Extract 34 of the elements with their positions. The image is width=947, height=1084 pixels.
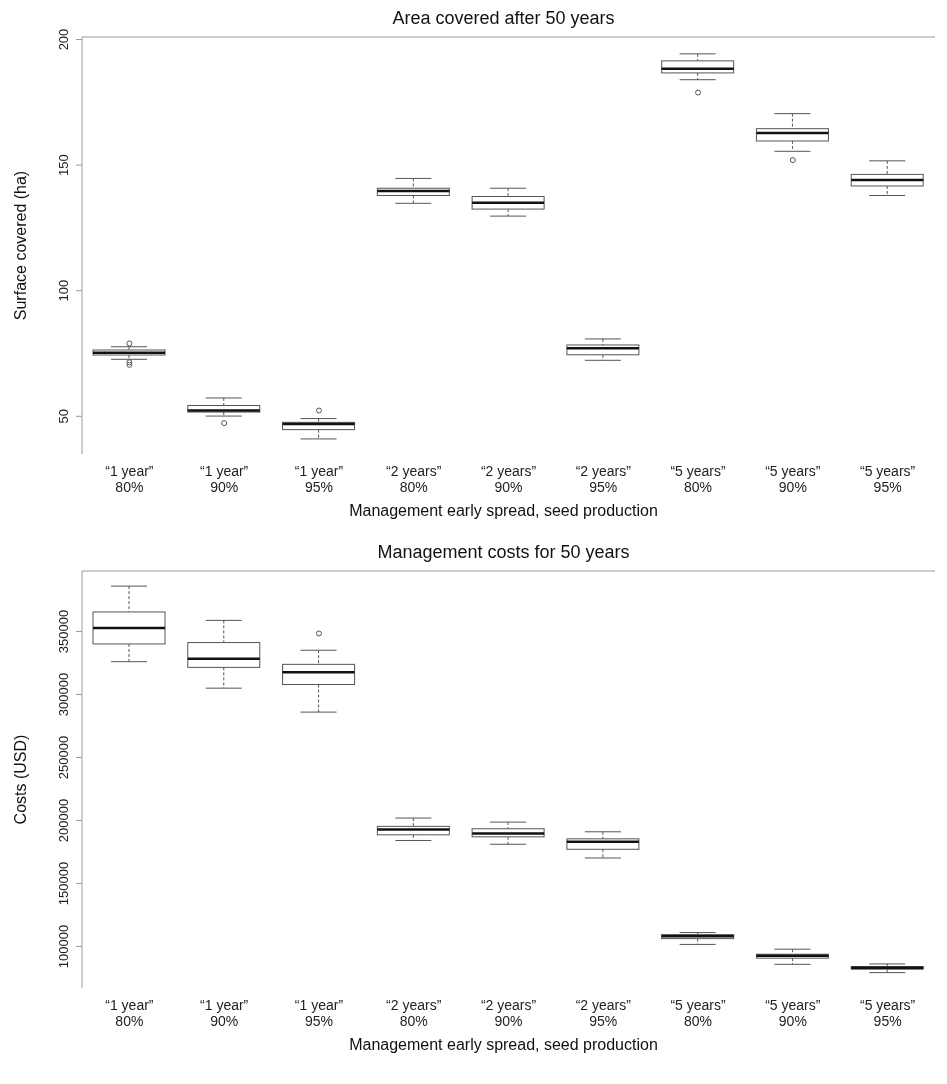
- x-tick-label: “2 years” 90%: [480, 997, 537, 1029]
- x-axis-title: Management early spread, seed production: [348, 1036, 659, 1054]
- y-tick-label: 100000: [56, 924, 71, 969]
- x-tick-label: “5 years” 80%: [670, 997, 727, 1029]
- x-axis-title: Management early spread, seed production: [348, 502, 659, 520]
- y-tick-label: 150: [56, 154, 71, 176]
- x-tick-label: “2 years” 90%: [480, 463, 537, 495]
- chart-title: Area covered after 50 years: [391, 8, 616, 28]
- y-tick-label: 100: [56, 279, 71, 302]
- x-tick-label: “5 years” 95%: [859, 997, 916, 1029]
- x-tick-label: “1 year” 90%: [200, 997, 249, 1029]
- y-tick-label: 200: [56, 28, 71, 51]
- x-tick-label: “5 years” 95%: [859, 463, 916, 495]
- x-tick-label: “1 year” 80%: [105, 997, 154, 1029]
- x-tick-label: “5 years” 90%: [765, 997, 821, 1029]
- x-tick-label: “2 years” 80%: [386, 997, 442, 1029]
- y-tick-label: 150000: [56, 861, 71, 906]
- x-tick-label: “1 year” 95%: [294, 463, 344, 495]
- y-tick-label: 300000: [56, 672, 71, 717]
- x-tick-label: “2 years” 95%: [575, 463, 632, 495]
- x-tick-label: “2 years” 95%: [575, 997, 632, 1029]
- y-tick-label: 200000: [56, 798, 71, 843]
- y-axis-title: Costs (USD): [11, 734, 29, 825]
- x-tick-label: “1 year” 90%: [200, 463, 249, 495]
- y-tick-label: 50: [56, 409, 71, 424]
- x-tick-label: “5 years” 90%: [765, 463, 821, 495]
- y-tick-label: 250000: [56, 735, 71, 780]
- y-axis-title: Surface covered (ha): [11, 170, 29, 321]
- x-tick-label: “1 year” 95%: [294, 997, 344, 1029]
- y-tick-label: 350000: [56, 609, 71, 654]
- x-tick-label: “5 years” 80%: [670, 463, 727, 495]
- x-tick-label: “1 year” 80%: [105, 463, 154, 495]
- chart-title: Management costs for 50 years: [376, 542, 631, 562]
- x-tick-label: “2 years” 80%: [386, 463, 442, 495]
